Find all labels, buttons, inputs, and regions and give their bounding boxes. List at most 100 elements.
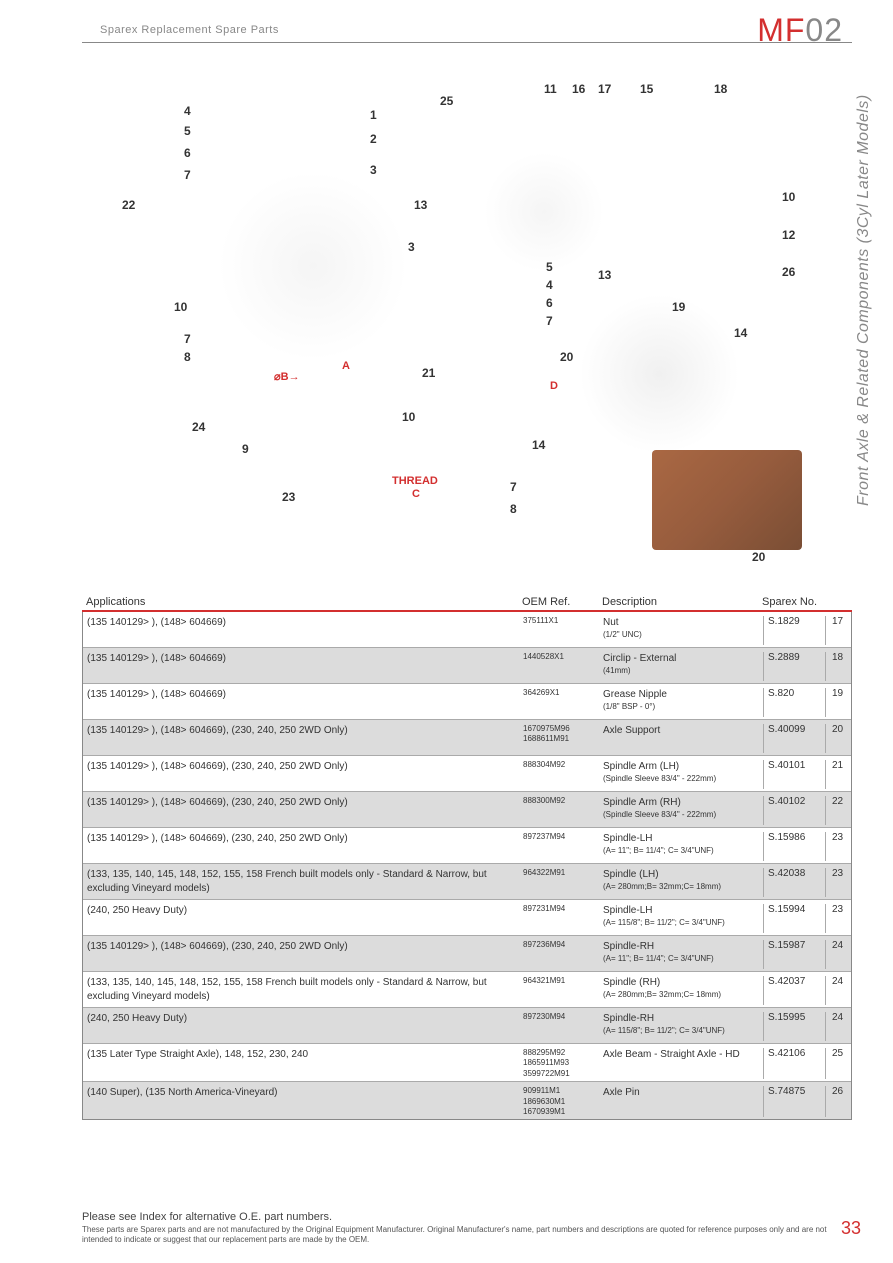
callout-7: 7 [510, 480, 517, 494]
col-header-description: Description [602, 596, 762, 608]
cell-desc: Nut(1/2" UNC) [603, 616, 763, 645]
callout-5: 5 [546, 260, 553, 274]
brand-header: Sparex Replacement Spare Parts [100, 24, 279, 36]
cell-desc: Axle Pin [603, 1086, 763, 1117]
cell-num: 19 [825, 688, 849, 717]
callout-17: 17 [598, 82, 611, 96]
cell-num: 26 [825, 1086, 849, 1117]
cell-oem: 1440528X1 [523, 652, 603, 681]
table-row: (135 140129> ), (148> 604669), (230, 240… [83, 756, 851, 792]
cell-sparex: S.40101 [763, 760, 825, 789]
exploded-diagram: 1234567221078249232511161715181335467202… [82, 50, 852, 590]
cell-app: (135 140129> ), (148> 604669) [83, 688, 523, 717]
cell-app: (135 140129> ), (148> 604669), (230, 240… [83, 724, 523, 753]
callout-13: 13 [598, 268, 611, 282]
red-label: THREAD [392, 475, 438, 487]
cell-sparex: S.15995 [763, 1012, 825, 1041]
table-row: (135 140129> ), (148> 604669), (230, 240… [83, 792, 851, 828]
callout-7: 7 [184, 332, 191, 346]
red-label: C [412, 488, 420, 500]
red-label: ⌀B→ [274, 370, 300, 383]
cell-app: (135 Later Type Straight Axle), 148, 152… [83, 1048, 523, 1079]
callout-11: 11 [544, 82, 557, 96]
table-row: (135 140129> ), (148> 604669)375111X1Nut… [83, 612, 851, 648]
callout-22: 22 [122, 198, 135, 212]
callout-21: 21 [422, 366, 435, 380]
cell-sparex: S.40099 [763, 724, 825, 753]
cell-app: (133, 135, 140, 145, 148, 152, 155, 158 … [83, 868, 523, 897]
callout-16: 16 [572, 82, 585, 96]
table-row: (135 140129> ), (148> 604669), (230, 240… [83, 720, 851, 756]
footer-fine: These parts are Sparex parts and are not… [82, 1225, 852, 1245]
cell-oem: 364269X1 [523, 688, 603, 717]
cell-app: (240, 250 Heavy Duty) [83, 904, 523, 933]
callout-7: 7 [546, 314, 553, 328]
cell-desc: Spindle Arm (RH)(Spindle Sleeve 83/4" - … [603, 796, 763, 825]
cell-sparex: S.820 [763, 688, 825, 717]
callout-23: 23 [282, 490, 295, 504]
cell-num: 17 [825, 616, 849, 645]
cell-app: (240, 250 Heavy Duty) [83, 1012, 523, 1041]
parts-table: Applications OEM Ref. Description Sparex… [82, 596, 852, 1120]
cell-sparex: S.15994 [763, 904, 825, 933]
cell-num: 18 [825, 652, 849, 681]
cell-desc: Spindle-LH(A= 11"; B= 11/4"; C= 3/4"UNF) [603, 832, 763, 861]
photo-axle-support [652, 450, 802, 550]
table-row: (135 140129> ), (148> 604669)364269X1Gre… [83, 684, 851, 720]
cell-sparex: S.74875 [763, 1086, 825, 1117]
cell-oem: 888295M92 1865911M93 3599722M91 [523, 1048, 603, 1079]
cell-sparex: S.42037 [763, 976, 825, 1005]
cell-app: (135 140129> ), (148> 604669) [83, 616, 523, 645]
callout-10: 10 [174, 300, 187, 314]
cell-desc: Grease Nipple(1/8" BSP - 0°) [603, 688, 763, 717]
cell-num: 24 [825, 940, 849, 969]
cell-sparex: S.42038 [763, 868, 825, 897]
table-header-row: Applications OEM Ref. Description Sparex… [82, 596, 852, 612]
col-header-oem: OEM Ref. [522, 596, 602, 608]
callout-3: 3 [370, 163, 377, 177]
cell-sparex: S.40102 [763, 796, 825, 825]
cell-desc: Spindle-LH(A= 115/8"; B= 11/2"; C= 3/4"U… [603, 904, 763, 933]
table-row: (140 Super), (135 North America-Vineyard… [83, 1082, 851, 1119]
callout-13: 13 [414, 198, 427, 212]
cell-sparex: S.42106 [763, 1048, 825, 1079]
table-row: (133, 135, 140, 145, 148, 152, 155, 158 … [83, 972, 851, 1008]
cell-app: (135 140129> ), (148> 604669), (230, 240… [83, 940, 523, 969]
callout-6: 6 [184, 146, 191, 160]
cell-app: (135 140129> ), (148> 604669), (230, 240… [83, 760, 523, 789]
cell-desc: Spindle (LH)(A= 280mm;B= 32mm;C= 18mm) [603, 868, 763, 897]
page-number: 33 [841, 1218, 861, 1239]
callout-14: 14 [532, 438, 545, 452]
cell-num: 23 [825, 904, 849, 933]
cell-app: (133, 135, 140, 145, 148, 152, 155, 158 … [83, 976, 523, 1005]
cell-desc: Axle Beam - Straight Axle - HD [603, 1048, 763, 1079]
footer-lead: Please see Index for alternative O.E. pa… [82, 1211, 852, 1223]
cell-sparex: S.1829 [763, 616, 825, 645]
callout-20: 20 [560, 350, 573, 364]
cell-desc: Spindle-RH(A= 11"; B= 11/4"; C= 3/4"UNF) [603, 940, 763, 969]
cell-oem: 964321M91 [523, 976, 603, 1005]
red-label: A [342, 360, 350, 372]
cell-app: (135 140129> ), (148> 604669), (230, 240… [83, 832, 523, 861]
cell-oem: 897237M94 [523, 832, 603, 861]
cell-oem: 909911M1 1869630M1 1670939M1 [523, 1086, 603, 1117]
cell-num: 24 [825, 1012, 849, 1041]
callout-5: 5 [184, 124, 191, 138]
callout-3: 3 [408, 240, 415, 254]
cell-oem: 897230M94 [523, 1012, 603, 1041]
col-header-applications: Applications [82, 596, 522, 608]
cell-oem: 888300M92 [523, 796, 603, 825]
callout-25: 25 [440, 94, 453, 108]
col-header-sparex: Sparex No. [762, 596, 824, 608]
cell-app: (135 140129> ), (148> 604669), (230, 240… [83, 796, 523, 825]
callout-6: 6 [546, 296, 553, 310]
cell-oem: 964322M91 [523, 868, 603, 897]
callout-14: 14 [734, 326, 747, 340]
callout-4: 4 [546, 278, 553, 292]
cell-sparex: S.15986 [763, 832, 825, 861]
table-row: (135 140129> ), (148> 604669), (230, 240… [83, 828, 851, 864]
cell-oem: 1670975M96 1688611M91 [523, 724, 603, 753]
side-section-label: Front Axle & Related Components (3Cyl La… [855, 20, 885, 580]
table-row: (240, 250 Heavy Duty)897231M94Spindle-LH… [83, 900, 851, 936]
cell-desc: Circlip - External(41mm) [603, 652, 763, 681]
